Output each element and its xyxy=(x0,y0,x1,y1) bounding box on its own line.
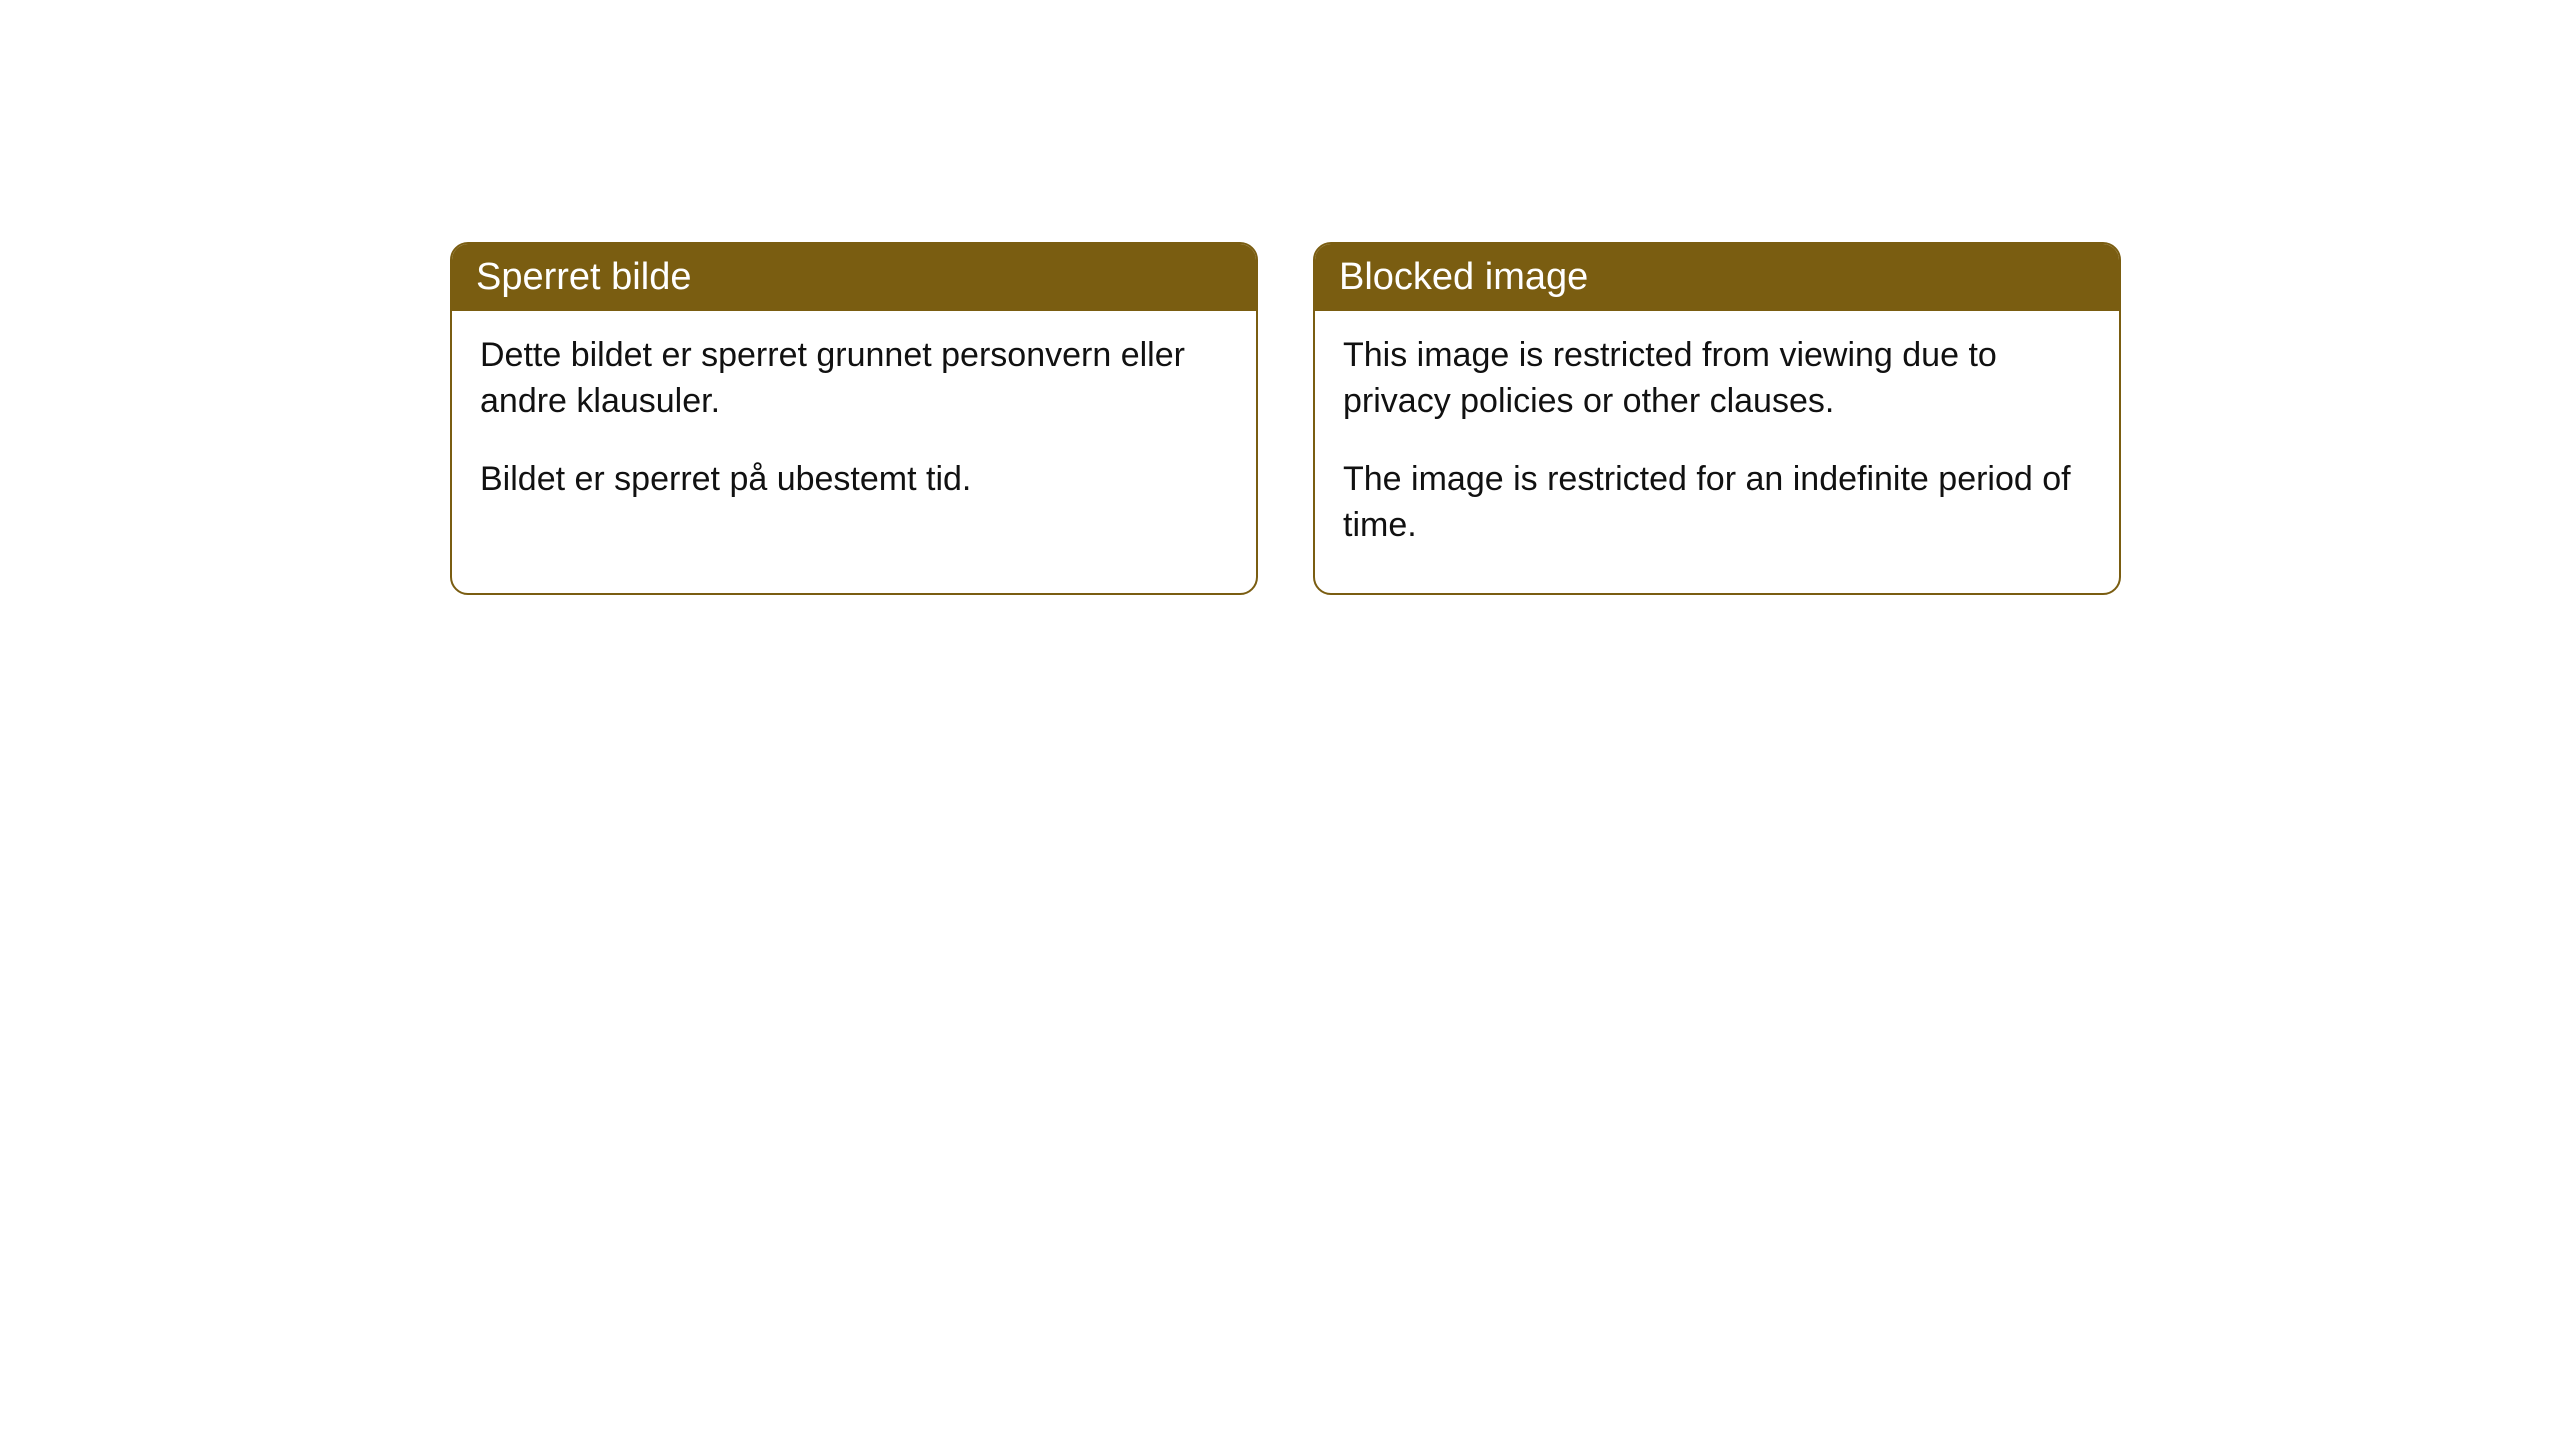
notice-header-english: Blocked image xyxy=(1315,244,2119,311)
notice-body-norwegian: Dette bildet er sperret grunnet personve… xyxy=(452,311,1256,547)
notice-title-english: Blocked image xyxy=(1339,256,1588,298)
notice-card-english: Blocked image This image is restricted f… xyxy=(1313,242,2121,595)
notice-title-norwegian: Sperret bilde xyxy=(476,256,691,298)
notice-body-english: This image is restricted from viewing du… xyxy=(1315,311,2119,593)
notice-paragraph-2-norwegian: Bildet er sperret på ubestemt tid. xyxy=(480,457,1228,503)
notice-paragraph-1-norwegian: Dette bildet er sperret grunnet personve… xyxy=(480,333,1228,425)
notice-container: Sperret bilde Dette bildet er sperret gr… xyxy=(0,0,2560,595)
notice-paragraph-1-english: This image is restricted from viewing du… xyxy=(1343,333,2091,425)
notice-card-norwegian: Sperret bilde Dette bildet er sperret gr… xyxy=(450,242,1258,595)
notice-paragraph-2-english: The image is restricted for an indefinit… xyxy=(1343,457,2091,549)
notice-header-norwegian: Sperret bilde xyxy=(452,244,1256,311)
